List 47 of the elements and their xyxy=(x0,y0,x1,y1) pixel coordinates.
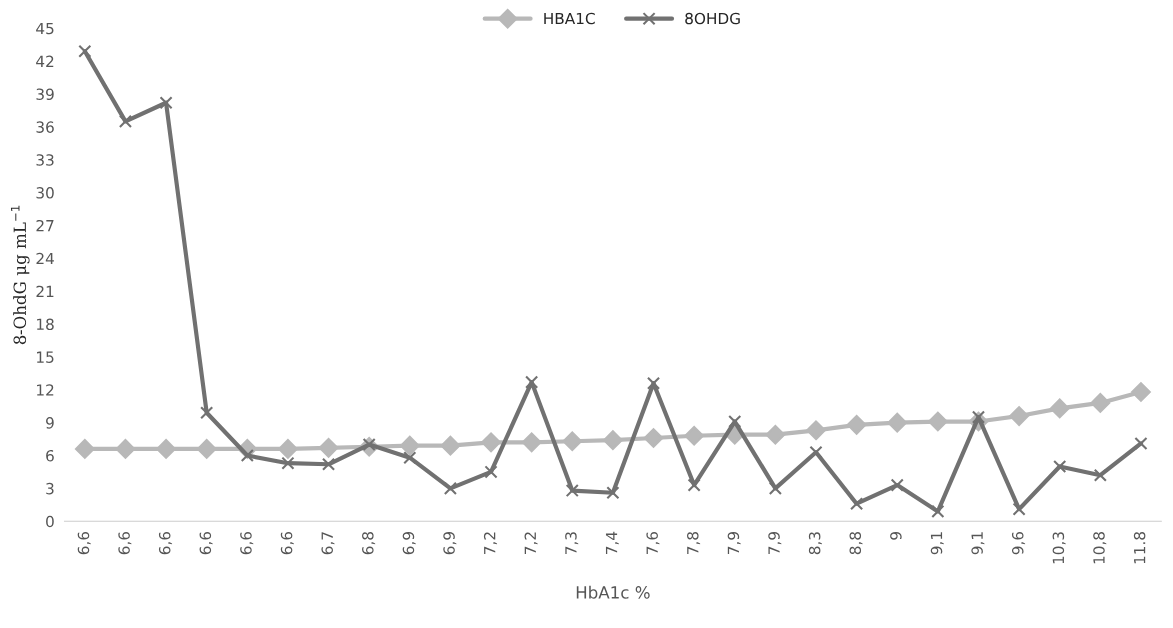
y-tick-label: 15 xyxy=(37,351,54,363)
x-tick-label: 10,3 xyxy=(1052,532,1066,564)
x-tick-label: 6,9 xyxy=(443,532,457,555)
y-tick-label: 18 xyxy=(37,318,54,331)
x-tick-label: 7,4 xyxy=(605,531,619,555)
x-tick-label: 6,8 xyxy=(362,532,376,555)
x-axis-title: HbA1c % xyxy=(576,585,650,599)
y-tick-label: 30 xyxy=(36,187,54,199)
legend-label: 8OHDG xyxy=(685,12,740,25)
x-tick-label: 6,6 xyxy=(77,531,91,555)
y-tick-label: 12 xyxy=(37,384,54,396)
x-tick-label: 7,6 xyxy=(646,531,660,555)
y-tick-label: 6 xyxy=(46,449,54,462)
x-tick-label: 9,1 xyxy=(971,532,985,555)
legend-label: HBA1C xyxy=(544,12,595,25)
y-tick-label: 45 xyxy=(36,22,54,35)
y-axis-title: 8-OhdG μg mL$^{−1}$ xyxy=(10,205,30,345)
x-tick-label: 11.8 xyxy=(1133,532,1146,564)
y-tick-label: 42 xyxy=(36,55,54,67)
y-tick-label: 39 xyxy=(36,88,54,101)
x-tick-label: 7,9 xyxy=(727,532,741,555)
x-tick-label: 6,6 xyxy=(158,531,173,555)
y-tick-label: 33 xyxy=(36,154,54,166)
x-tick-label: 9,1 xyxy=(930,532,944,555)
x-tick-label: 7,3 xyxy=(565,532,579,555)
x-tick-label: 6,6 xyxy=(199,531,213,555)
x-tick-label: 6,7 xyxy=(321,532,335,555)
x-tick-label: 10,8 xyxy=(1093,532,1107,564)
y-tick-label: 21 xyxy=(36,285,54,297)
y-tick-label: 36 xyxy=(36,121,54,133)
x-tick-label: 8,8 xyxy=(849,532,863,555)
x-tick-label: 7,2 xyxy=(483,532,498,555)
y-tick-label: 0 xyxy=(46,515,54,528)
x-tick-label: 6,6 xyxy=(118,531,132,555)
y-tick-label: 24 xyxy=(36,252,54,265)
x-tick-label: 8,3 xyxy=(808,532,822,555)
x-tick-label: 6,6 xyxy=(240,531,254,555)
x-tick-label: 7,8 xyxy=(687,532,701,555)
x-tick-label: 7,9 xyxy=(768,532,782,555)
x-tick-label: 7,2 xyxy=(524,532,538,555)
x-tick-label: 6,6 xyxy=(280,531,294,555)
x-tick-label: 9 xyxy=(890,532,902,540)
x-tick-label: 9,6 xyxy=(1011,531,1026,555)
x-tick-label: 6,9 xyxy=(402,532,416,555)
y-tick-label: 9 xyxy=(46,417,54,429)
y-tick-label: 3 xyxy=(46,482,54,495)
y-tick-label: 27 xyxy=(36,219,54,232)
